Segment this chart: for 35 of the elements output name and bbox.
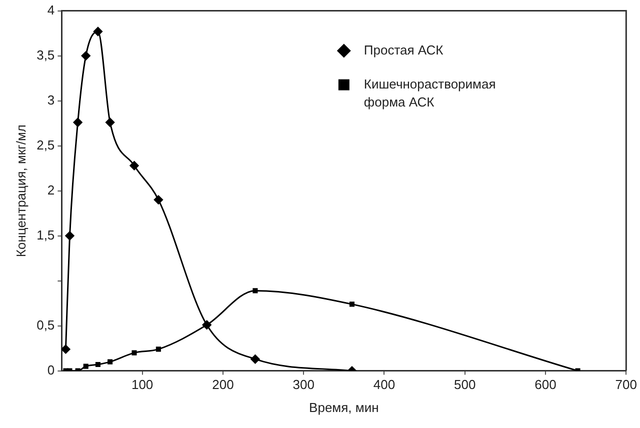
point <box>106 118 115 127</box>
point <box>130 161 139 170</box>
point <box>65 231 74 240</box>
legend-label: Простая АСК <box>364 42 444 58</box>
x-tick-label: 500 <box>454 377 476 392</box>
point <box>156 346 161 352</box>
point <box>81 51 90 60</box>
point <box>62 344 70 354</box>
y-tick-label: 3,5 <box>36 47 55 62</box>
x-tick-label: 100 <box>131 377 154 392</box>
y-tick-label: 3 <box>47 92 55 108</box>
x-tick-label: 200 <box>212 377 234 392</box>
point <box>108 359 113 364</box>
point <box>83 364 88 369</box>
x-axis-title: Время, мин <box>309 400 379 415</box>
point <box>132 350 137 356</box>
point <box>252 288 258 294</box>
y-tick-label: 0,5 <box>36 317 55 332</box>
x-tick-label: 600 <box>534 377 556 392</box>
point <box>73 118 82 127</box>
y-axis-title: Концентрация, мкг/мл <box>13 124 28 258</box>
x-tick-label: 700 <box>615 377 638 392</box>
point <box>154 195 163 204</box>
point <box>95 362 100 368</box>
y-tick-label: 4 <box>47 2 55 18</box>
y-tick-label: 2 <box>47 182 55 198</box>
legend-label: Кишечнорастворимая форма АСК <box>364 76 496 110</box>
point <box>349 302 354 307</box>
y-tick-label: 0 <box>47 362 55 378</box>
x-tick-label: 300 <box>292 377 314 392</box>
point <box>93 26 103 36</box>
x-tick-label: 400 <box>373 377 396 392</box>
y-tick-label: 1,5 <box>36 227 55 242</box>
y-tick-label: 2,5 <box>36 137 55 152</box>
point <box>250 354 260 364</box>
